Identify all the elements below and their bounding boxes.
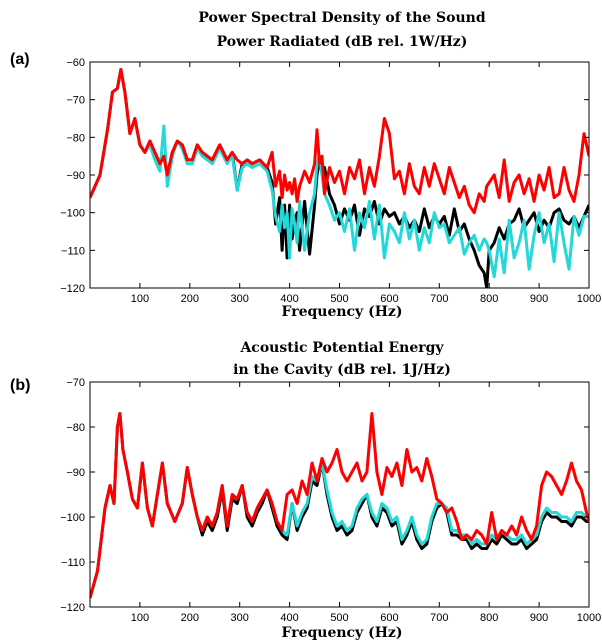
x-tick-label: 500	[330, 612, 348, 624]
x-tick-label: 700	[430, 612, 448, 624]
series-line-2	[90, 412, 589, 599]
y-tick-label: −120	[60, 283, 85, 295]
y-tick-label: −120	[60, 602, 85, 614]
x-tick-label: 200	[181, 293, 199, 305]
series-group	[90, 68, 589, 288]
y-tick-label: −90	[66, 467, 85, 479]
y-tick-label: −90	[66, 170, 85, 182]
x-tick-label: 400	[280, 612, 298, 624]
y-tick-label: −100	[60, 512, 85, 524]
x-tick-label: 400	[280, 293, 298, 305]
y-tick-label: −70	[66, 95, 85, 107]
x-tick-label: 700	[430, 293, 448, 305]
y-tick-label: −80	[66, 132, 85, 144]
x-tick-label: 1000	[577, 293, 601, 305]
x-tick-label: 100	[131, 293, 149, 305]
x-tick-label: 800	[480, 293, 498, 305]
panel-a-x-axis-label: Frequency (Hz)	[282, 304, 403, 320]
panel-a-title-line-2: Power Radiated (dB rel. 1W/Hz)	[217, 34, 468, 50]
panel-b-label: (b)	[10, 377, 30, 394]
series-line-3	[90, 412, 589, 599]
y-tick-label: −100	[60, 208, 85, 220]
y-tick-label: −60	[66, 57, 85, 69]
panel-a: Power Spectral Density of the Sound Powe…	[10, 10, 601, 320]
x-tick-label: 300	[231, 612, 249, 624]
y-tick-label: −110	[61, 557, 85, 569]
panel-b-title-line-2: in the Cavity (dB rel. 1J/Hz)	[233, 362, 451, 378]
x-tick-label: 900	[530, 293, 548, 305]
panel-a-label: (a)	[10, 51, 30, 68]
series-line-3	[90, 68, 589, 215]
y-tick-label: −70	[66, 377, 85, 389]
x-tick-label: 900	[530, 612, 548, 624]
series-line-1	[90, 412, 589, 599]
x-tick-label: 500	[330, 293, 348, 305]
panel-a-plot-area: 100 200 300 400 500 600 700 800 900 1000 −60 −70 −80…	[60, 57, 601, 305]
x-tick-label: 600	[380, 612, 398, 624]
x-tick-label: 300	[231, 293, 249, 305]
x-tick-label: 800	[480, 612, 498, 624]
panel-a-title-line-1: Power Spectral Density of the Sound	[198, 10, 486, 26]
x-tick-label: 600	[380, 293, 398, 305]
panel-b-title-line-1: Acoustic Potential Energy	[239, 340, 444, 356]
y-tick-label: −80	[66, 422, 85, 434]
x-tick-label: 200	[181, 612, 199, 624]
panel-b-plot-area: 100 200 300 400 500 600 700 800 900 1000 −70 −80 −90…	[60, 377, 601, 624]
x-tick-label: 1000	[577, 612, 601, 624]
panel-b-x-axis-label: Frequency (Hz)	[282, 625, 403, 641]
x-tick-label: 100	[131, 612, 149, 624]
y-tick-label: −110	[61, 245, 85, 257]
panel-b: Acoustic Potential Energy in the Cavity …	[10, 340, 601, 641]
series-group	[90, 412, 589, 599]
